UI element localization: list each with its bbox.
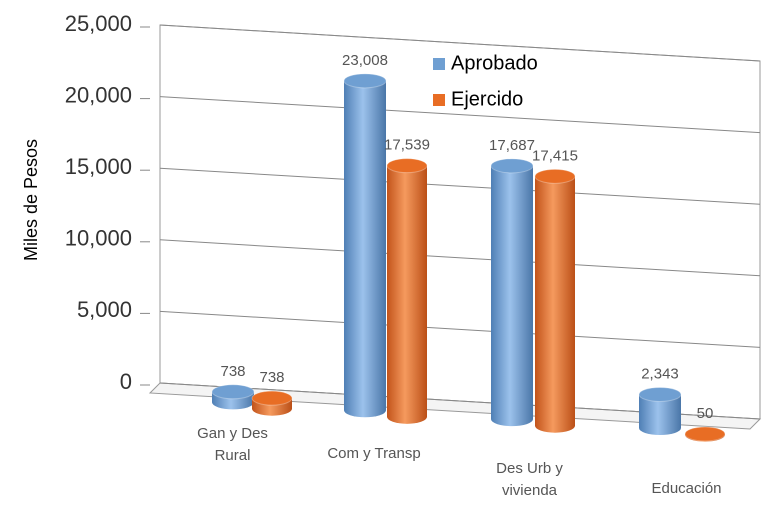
legend-swatch	[433, 94, 445, 106]
bar	[211, 384, 255, 410]
value-label: 738	[259, 369, 284, 386]
value-label: 23,008	[342, 52, 388, 69]
bar-part	[343, 73, 387, 89]
y-tick-label: 10,000	[65, 226, 132, 251]
bar-part	[534, 168, 576, 184]
grid-line	[159, 167, 761, 205]
y-tick-label: 25,000	[65, 11, 132, 36]
value-label: 17,687	[489, 137, 535, 154]
value-label: 738	[220, 363, 245, 380]
bar	[638, 386, 682, 435]
bar-part	[251, 390, 293, 406]
bar-part	[491, 165, 533, 427]
bar-part	[344, 80, 386, 418]
bar	[343, 73, 387, 418]
grid-line	[159, 239, 761, 277]
bar-part	[639, 394, 681, 435]
bar	[386, 158, 428, 424]
bar	[490, 158, 534, 427]
x-tick-label: Gan y Des Rural	[197, 425, 268, 464]
bar-part	[490, 158, 534, 174]
y-tick-label: 0	[120, 369, 132, 394]
grid-line	[159, 24, 761, 62]
y-tick-label: 15,000	[65, 154, 132, 179]
legend-label: Ejercido	[451, 88, 523, 110]
x-tick-label: Com y Transp	[327, 445, 421, 462]
y-tick-label: 20,000	[65, 82, 132, 107]
bar-part	[684, 426, 726, 442]
grid-line	[159, 96, 761, 134]
value-label: 50	[697, 405, 714, 422]
bar-part	[387, 165, 427, 424]
y-axis-label: Miles de Pesos	[21, 139, 41, 261]
bar-part	[386, 158, 428, 174]
bar-part	[211, 384, 255, 400]
bar	[534, 168, 576, 433]
bar-part	[638, 386, 682, 402]
bar-part	[535, 176, 575, 433]
grid-line	[159, 310, 761, 348]
x-tick-label: Educación	[651, 480, 722, 497]
value-label: 17,539	[384, 137, 430, 154]
bar	[251, 390, 293, 416]
x-tick-label: Des Urb y vivienda	[496, 460, 563, 499]
bar	[684, 426, 726, 442]
value-label: 17,415	[532, 147, 578, 164]
legend-label: Aprobado	[451, 52, 538, 74]
legend-swatch	[433, 58, 445, 70]
back-wall	[159, 24, 761, 420]
value-label: 2,343	[641, 365, 679, 382]
y-tick-label: 5,000	[77, 297, 132, 322]
